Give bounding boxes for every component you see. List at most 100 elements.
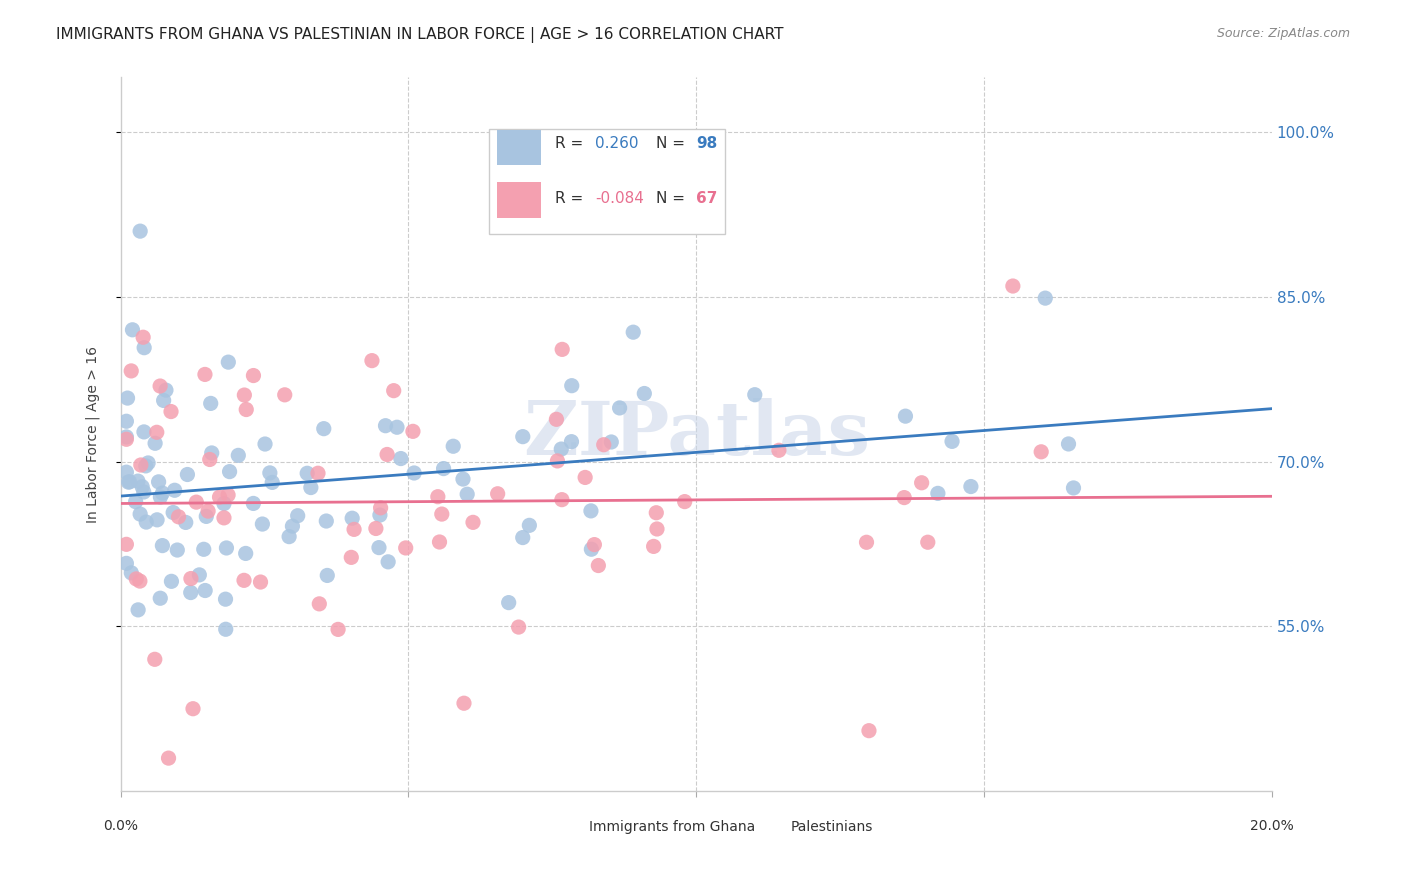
Point: [633, 386, 655, 401]
Point: [600, 435, 623, 450]
Point: [588, 558, 610, 573]
Point: [132, 425, 155, 439]
Point: [129, 507, 152, 521]
Point: [513, 202, 536, 217]
Point: [135, 458, 157, 473]
Point: [208, 490, 231, 504]
Point: [194, 583, 217, 598]
Point: [215, 541, 238, 555]
Point: [201, 446, 224, 460]
Point: [519, 518, 541, 533]
Point: [374, 418, 396, 433]
Text: Immigrants from Ghana: Immigrants from Ghana: [589, 820, 755, 834]
Point: [429, 535, 451, 549]
Point: [129, 224, 152, 238]
Point: [198, 452, 221, 467]
Point: [235, 402, 257, 417]
Point: [148, 475, 170, 489]
Point: [1031, 445, 1053, 459]
Point: [1001, 279, 1024, 293]
Point: [1063, 481, 1085, 495]
Point: [118, 475, 141, 489]
Point: [249, 575, 271, 590]
FancyBboxPatch shape: [754, 816, 783, 838]
Text: 20.0%: 20.0%: [1250, 819, 1294, 832]
Point: [326, 623, 349, 637]
Point: [162, 506, 184, 520]
Point: [550, 442, 572, 456]
Point: [218, 465, 240, 479]
Point: [115, 432, 138, 446]
Point: [163, 483, 186, 498]
Text: N =: N =: [657, 191, 690, 206]
Point: [200, 396, 222, 410]
Point: [768, 443, 790, 458]
Point: [432, 461, 454, 475]
Text: 67: 67: [696, 191, 717, 206]
Point: [377, 555, 399, 569]
Point: [315, 514, 337, 528]
Point: [117, 391, 139, 405]
Point: [395, 541, 418, 555]
Point: [287, 508, 309, 523]
Point: [181, 702, 204, 716]
Point: [382, 384, 405, 398]
Point: [193, 542, 215, 557]
Point: [217, 355, 239, 369]
Point: [195, 509, 218, 524]
Point: [278, 530, 301, 544]
Point: [233, 388, 256, 402]
Point: [259, 466, 281, 480]
Point: [180, 572, 202, 586]
Point: [134, 341, 156, 355]
Point: [197, 504, 219, 518]
Point: [295, 467, 318, 481]
Point: [941, 434, 963, 449]
Point: [215, 622, 238, 636]
Point: [609, 401, 631, 415]
Point: [546, 412, 568, 426]
Point: [361, 353, 384, 368]
Point: [340, 550, 363, 565]
Point: [128, 574, 150, 588]
Point: [135, 515, 157, 529]
Point: [551, 343, 574, 357]
Point: [115, 414, 138, 428]
Point: [160, 404, 183, 418]
Point: [125, 572, 148, 586]
FancyBboxPatch shape: [498, 129, 541, 165]
Point: [186, 495, 208, 509]
Point: [486, 487, 509, 501]
Point: [645, 522, 668, 536]
Point: [316, 568, 339, 582]
Point: [124, 494, 146, 508]
FancyBboxPatch shape: [498, 182, 541, 218]
Point: [281, 519, 304, 533]
Point: [131, 480, 153, 494]
Point: [120, 566, 142, 580]
Point: [1033, 291, 1056, 305]
Point: [340, 511, 363, 525]
Point: [166, 543, 188, 558]
Point: [233, 574, 256, 588]
Point: [167, 509, 190, 524]
Point: [149, 591, 172, 606]
Point: [212, 497, 235, 511]
Point: [308, 597, 330, 611]
Point: [176, 467, 198, 482]
Point: [960, 479, 983, 493]
Point: [893, 491, 915, 505]
Point: [579, 504, 602, 518]
Text: N =: N =: [657, 136, 690, 152]
Text: Source: ZipAtlas.com: Source: ZipAtlas.com: [1216, 27, 1350, 40]
Point: [146, 513, 169, 527]
Point: [430, 507, 453, 521]
Point: [744, 387, 766, 401]
Point: [143, 652, 166, 666]
Point: [551, 492, 574, 507]
Point: [115, 557, 138, 571]
Point: [194, 368, 217, 382]
Point: [643, 540, 665, 554]
Point: [299, 481, 322, 495]
Point: [307, 467, 329, 481]
